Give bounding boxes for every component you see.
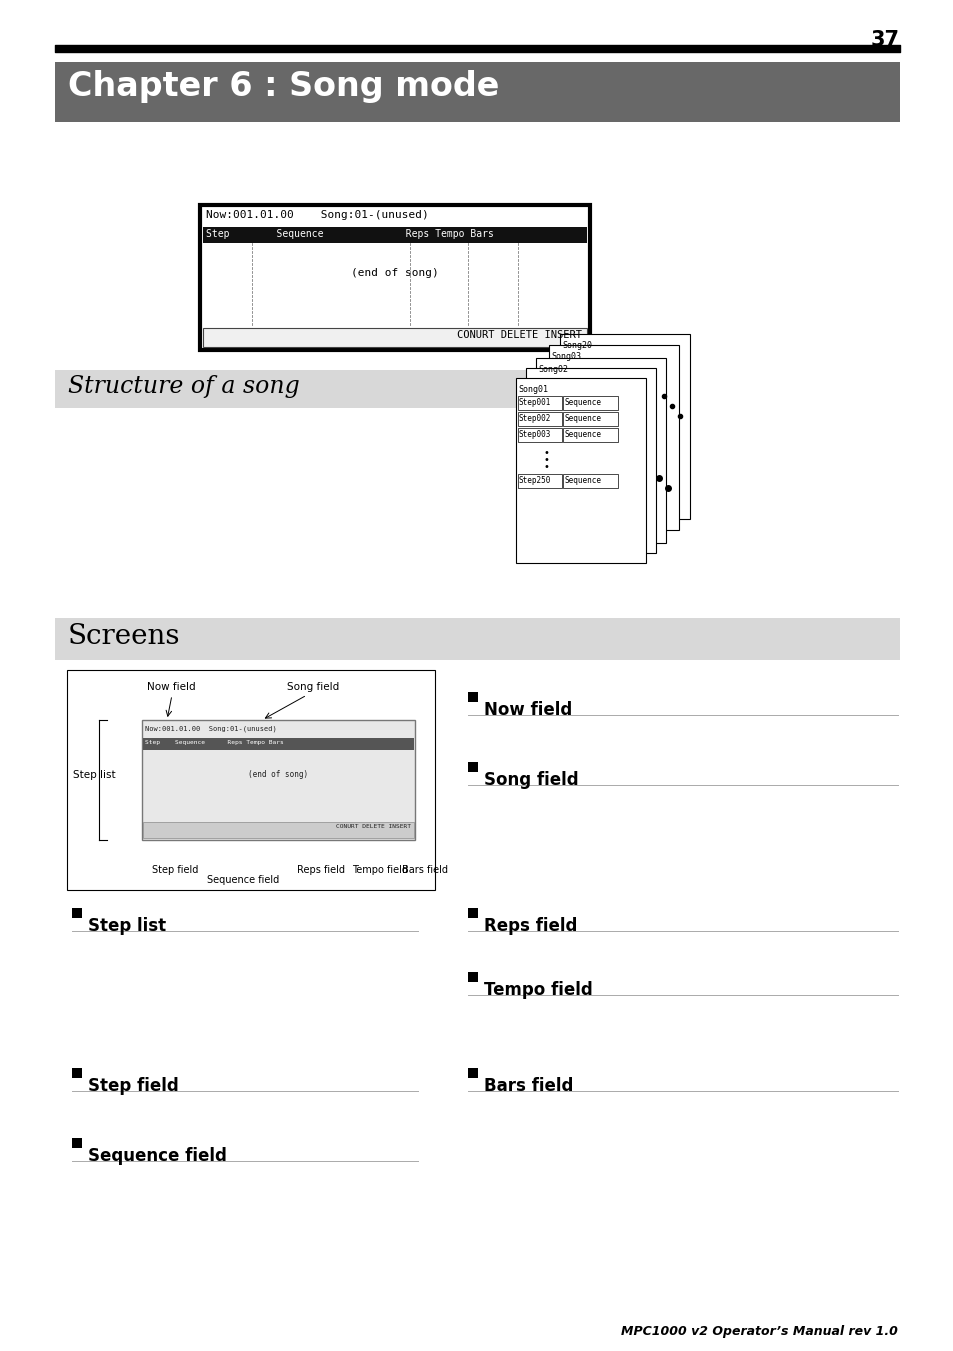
Bar [536,358,665,543]
Text: (end of song): (end of song) [351,267,438,278]
Text: Step002: Step002 [518,413,551,423]
Text: Step    Sequence      Reps Tempo Bars: Step Sequence Reps Tempo Bars [145,740,283,744]
Text: Chapter 6 : Song mode: Chapter 6 : Song mode [68,70,498,103]
Bar [516,378,645,563]
Bar [559,334,689,519]
Text: •: • [542,462,548,471]
Bar [468,692,477,703]
Text: Sequence: Sequence [564,413,601,423]
Text: Screens: Screens [68,623,180,650]
Text: Step field: Step field [88,1077,178,1096]
Bar [143,821,414,838]
Bar [142,720,415,840]
Text: Song field: Song field [483,771,578,789]
Text: CONURT DELETE INSERT: CONURT DELETE INSERT [456,330,581,340]
Text: Bars field: Bars field [401,865,448,875]
Bar [562,396,618,409]
Text: Now:001.01.00    Song:01-(unused): Now:001.01.00 Song:01-(unused) [206,209,428,220]
Bar [203,227,586,243]
Text: •: • [542,449,548,458]
Bar [517,474,561,488]
Text: Song03: Song03 [551,353,580,361]
Text: Song20: Song20 [561,340,592,350]
Bar [468,971,477,982]
Text: Song field: Song field [287,682,339,692]
Bar [55,617,899,661]
Text: Now field: Now field [483,701,572,719]
Bar [468,1069,477,1078]
Text: Song01: Song01 [517,385,547,394]
Text: Sequence: Sequence [564,430,601,439]
Bar [143,738,414,750]
Text: Sequence field: Sequence field [88,1147,227,1165]
Bar [562,474,618,488]
Text: Reps field: Reps field [296,865,345,875]
Text: 37: 37 [870,30,899,50]
Text: Structure of a song: Structure of a song [68,376,299,399]
Bar [468,762,477,771]
Bar [67,670,435,890]
Text: Step list: Step list [88,917,166,935]
Text: Step field: Step field [152,865,198,875]
Text: Song02: Song02 [537,365,567,374]
Text: CONURT DELETE INSERT: CONURT DELETE INSERT [335,824,411,830]
Text: Step        Sequence              Reps Tempo Bars: Step Sequence Reps Tempo Bars [206,230,494,239]
Text: Sequence: Sequence [564,399,601,407]
Text: Sequence: Sequence [564,476,601,485]
Bar [548,345,679,530]
Bar [55,62,899,122]
Bar [71,1138,82,1148]
Text: Reps field: Reps field [483,917,577,935]
Bar [525,367,656,553]
Bar [468,908,477,917]
Text: Step list: Step list [73,770,115,780]
Text: Tempo field: Tempo field [483,981,592,998]
Text: Tempo field: Tempo field [352,865,408,875]
Text: Now:001.01.00  Song:01-(unused): Now:001.01.00 Song:01-(unused) [145,725,276,731]
Bar [517,396,561,409]
Text: Bars field: Bars field [483,1077,573,1096]
Text: •: • [542,455,548,465]
Bar [517,428,561,442]
Text: (end of song): (end of song) [248,770,308,780]
Text: MPC1000 v2 Operator’s Manual rev 1.0: MPC1000 v2 Operator’s Manual rev 1.0 [620,1325,897,1337]
Bar [55,370,629,408]
Bar [562,428,618,442]
Bar [203,328,586,347]
Bar [517,412,561,426]
Bar [200,205,589,350]
Text: Sequence field: Sequence field [207,875,279,885]
Bar [562,412,618,426]
Bar [71,1069,82,1078]
Text: Step250: Step250 [518,476,551,485]
Text: Step003: Step003 [518,430,551,439]
Bar [71,908,82,917]
Text: Step001: Step001 [518,399,551,407]
Text: Now field: Now field [147,682,195,692]
